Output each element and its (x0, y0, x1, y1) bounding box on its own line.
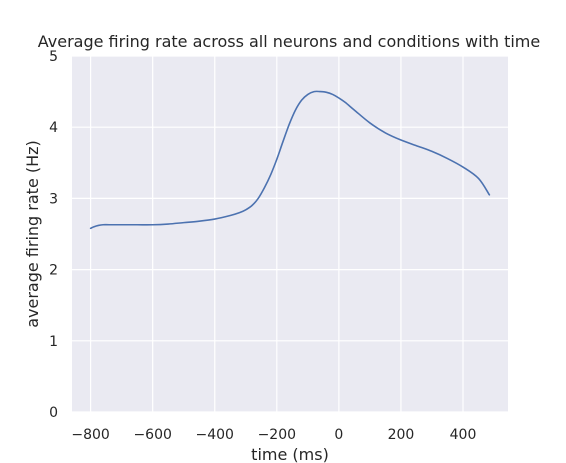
y-tick-label: 5 (49, 49, 58, 65)
y-tick-label: 3 (49, 191, 58, 207)
x-tick-label: −800 (71, 427, 109, 443)
y-tick-label: 4 (49, 120, 58, 136)
x-tick-label: 400 (450, 427, 477, 443)
x-tick-label: −200 (258, 427, 296, 443)
y-tick-label: 1 (49, 334, 58, 350)
x-tick-label: −400 (196, 427, 234, 443)
x-axis: −800 −600 −400 −200 0 200 400 (71, 427, 476, 443)
chart-title: Average firing rate across all neurons a… (38, 32, 540, 51)
plot-area (72, 56, 508, 412)
x-axis-label: time (ms) (251, 445, 329, 463)
y-axis: 0 1 2 3 4 5 (49, 49, 58, 421)
y-axis-label: average firing rate (Hz) (23, 140, 42, 328)
y-gridlines (72, 55, 508, 413)
x-gridlines (90, 56, 464, 412)
x-tick-label: 0 (334, 427, 343, 443)
x-tick-label: −600 (133, 427, 171, 443)
x-tick-label: 200 (388, 427, 415, 443)
y-tick-label: 2 (49, 263, 58, 279)
y-tick-label: 0 (49, 405, 58, 421)
series-line (89, 90, 491, 230)
series-group (89, 90, 491, 230)
